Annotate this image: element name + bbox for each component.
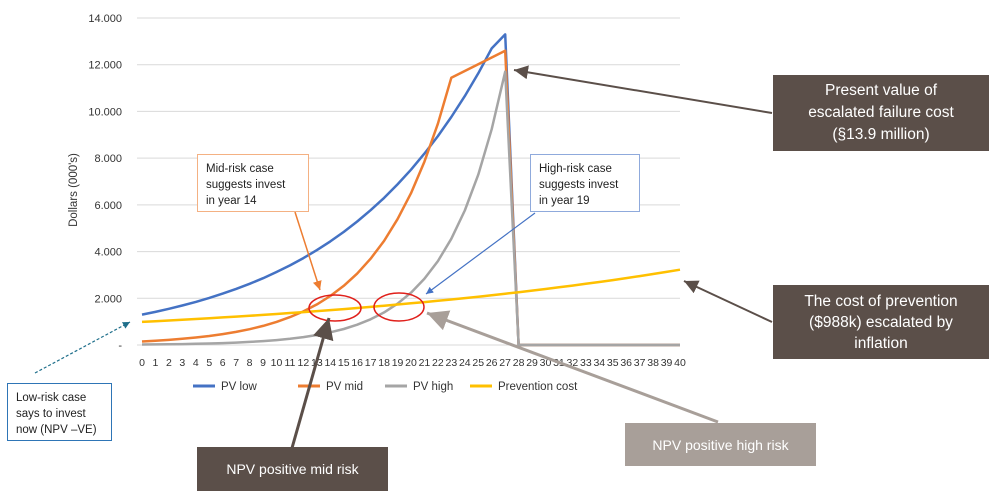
x-tick-label: 3 — [179, 357, 185, 369]
legend: PV low PV mid PV high Prevention cost — [193, 381, 578, 393]
x-tick-label: 17 — [365, 357, 377, 369]
high-risk-arrow — [425, 212, 536, 295]
mid-risk-callout: Mid-risk case suggests invest in year 14 — [197, 154, 309, 212]
x-tick-label: 6 — [220, 357, 226, 369]
x-tick-label: 10 — [271, 357, 283, 369]
x-tick-label: 22 — [432, 357, 444, 369]
x-tick-label: 14 — [324, 357, 336, 369]
x-tick-label: 40 — [674, 357, 686, 369]
low-risk-arrow — [34, 321, 131, 374]
x-tick-label: 27 — [499, 357, 511, 369]
x-tick-label: 12 — [298, 357, 310, 369]
x-tick-label: 38 — [647, 357, 659, 369]
y-axis-ticks: - 2.000 4.000 6.000 8.000 10.000 12.000 14.000 — [88, 13, 122, 352]
y-tick-label: 8.000 — [94, 153, 122, 165]
x-tick-label: 36 — [620, 357, 632, 369]
npv-mid-callout: NPV positive mid risk — [197, 447, 388, 491]
x-tick-label: 8 — [247, 357, 253, 369]
series-line-prevention-cost — [141, 268, 681, 324]
x-tick-label: 28 — [513, 357, 525, 369]
high-risk-callout: High-risk case suggests invest in year 1… — [530, 154, 640, 212]
series-lines — [141, 33, 681, 347]
x-tick-label: 35 — [607, 357, 619, 369]
x-tick-label: 2 — [166, 357, 172, 369]
series-line-pv-high — [141, 70, 680, 347]
low-risk-callout: Low-risk case says to invest now (NPV –V… — [7, 383, 112, 441]
present-value-callout: Present value of escalated failure cost … — [773, 75, 989, 151]
x-tick-label: 39 — [661, 357, 673, 369]
npv-high-callout: NPV positive high risk — [625, 423, 816, 466]
x-tick-label: 5 — [206, 357, 212, 369]
y-axis-label: Dollars (000's) — [68, 153, 80, 227]
x-tick-label: 9 — [260, 357, 266, 369]
legend-label: Prevention cost — [498, 381, 578, 393]
x-tick-label: 23 — [446, 357, 458, 369]
x-tick-label: 18 — [378, 357, 390, 369]
y-tick-label: 14.000 — [88, 13, 122, 25]
x-tick-label: 21 — [419, 357, 431, 369]
legend-label: PV high — [413, 381, 453, 393]
high-risk-circle — [373, 292, 425, 322]
present-value-arrow — [513, 65, 773, 114]
mid-risk-circle — [308, 294, 362, 322]
y-tick-label: - — [118, 340, 122, 352]
x-tick-label: 7 — [233, 357, 239, 369]
x-tick-label: 34 — [593, 357, 605, 369]
x-tick-label: 26 — [486, 357, 498, 369]
y-tick-label: 4.000 — [94, 247, 122, 259]
y-tick-label: 2.000 — [94, 293, 122, 305]
x-tick-label: 4 — [193, 357, 199, 369]
x-tick-label: 30 — [540, 357, 552, 369]
x-axis-ticks: 0123456789101112131415161718192021222324… — [139, 357, 686, 369]
x-tick-label: 24 — [459, 357, 471, 369]
x-tick-label: 20 — [405, 357, 417, 369]
x-tick-label: 16 — [351, 357, 363, 369]
x-tick-label: 0 — [139, 357, 145, 369]
x-tick-label: 37 — [634, 357, 646, 369]
npv-mid-arrow — [290, 317, 334, 449]
x-tick-label: 25 — [472, 357, 484, 369]
y-tick-label: 6.000 — [94, 200, 122, 212]
x-tick-label: 11 — [284, 357, 295, 369]
x-tick-label: 32 — [567, 357, 579, 369]
mid-risk-arrow — [294, 211, 322, 291]
x-tick-label: 15 — [338, 357, 350, 369]
x-tick-label: 19 — [392, 357, 404, 369]
npv-high-arrow — [426, 310, 719, 424]
y-tick-label: 10.000 — [88, 106, 122, 118]
legend-label: PV mid — [326, 381, 363, 393]
x-tick-label: 33 — [580, 357, 592, 369]
x-tick-label: 29 — [526, 357, 538, 369]
y-tick-label: 12.000 — [88, 60, 122, 72]
prevention-callout: The cost of prevention ($988k) escalated… — [773, 285, 989, 359]
prevention-arrow — [683, 280, 773, 323]
x-tick-label: 1 — [153, 357, 159, 369]
legend-label: PV low — [221, 381, 257, 393]
